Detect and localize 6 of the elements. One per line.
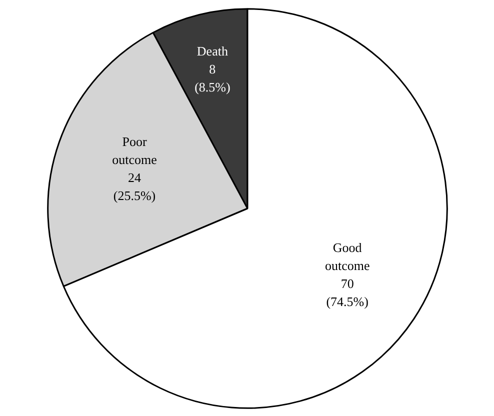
slice-label: Poor outcome [112,134,158,168]
data-label: 8 (8.5%) [194,62,230,95]
slice-label: Death [196,44,228,59]
data-label: 70 (74.5%) [326,276,368,310]
data-label: 24 (25.5%) [113,170,156,204]
slice-label: Good outcome [324,240,370,274]
